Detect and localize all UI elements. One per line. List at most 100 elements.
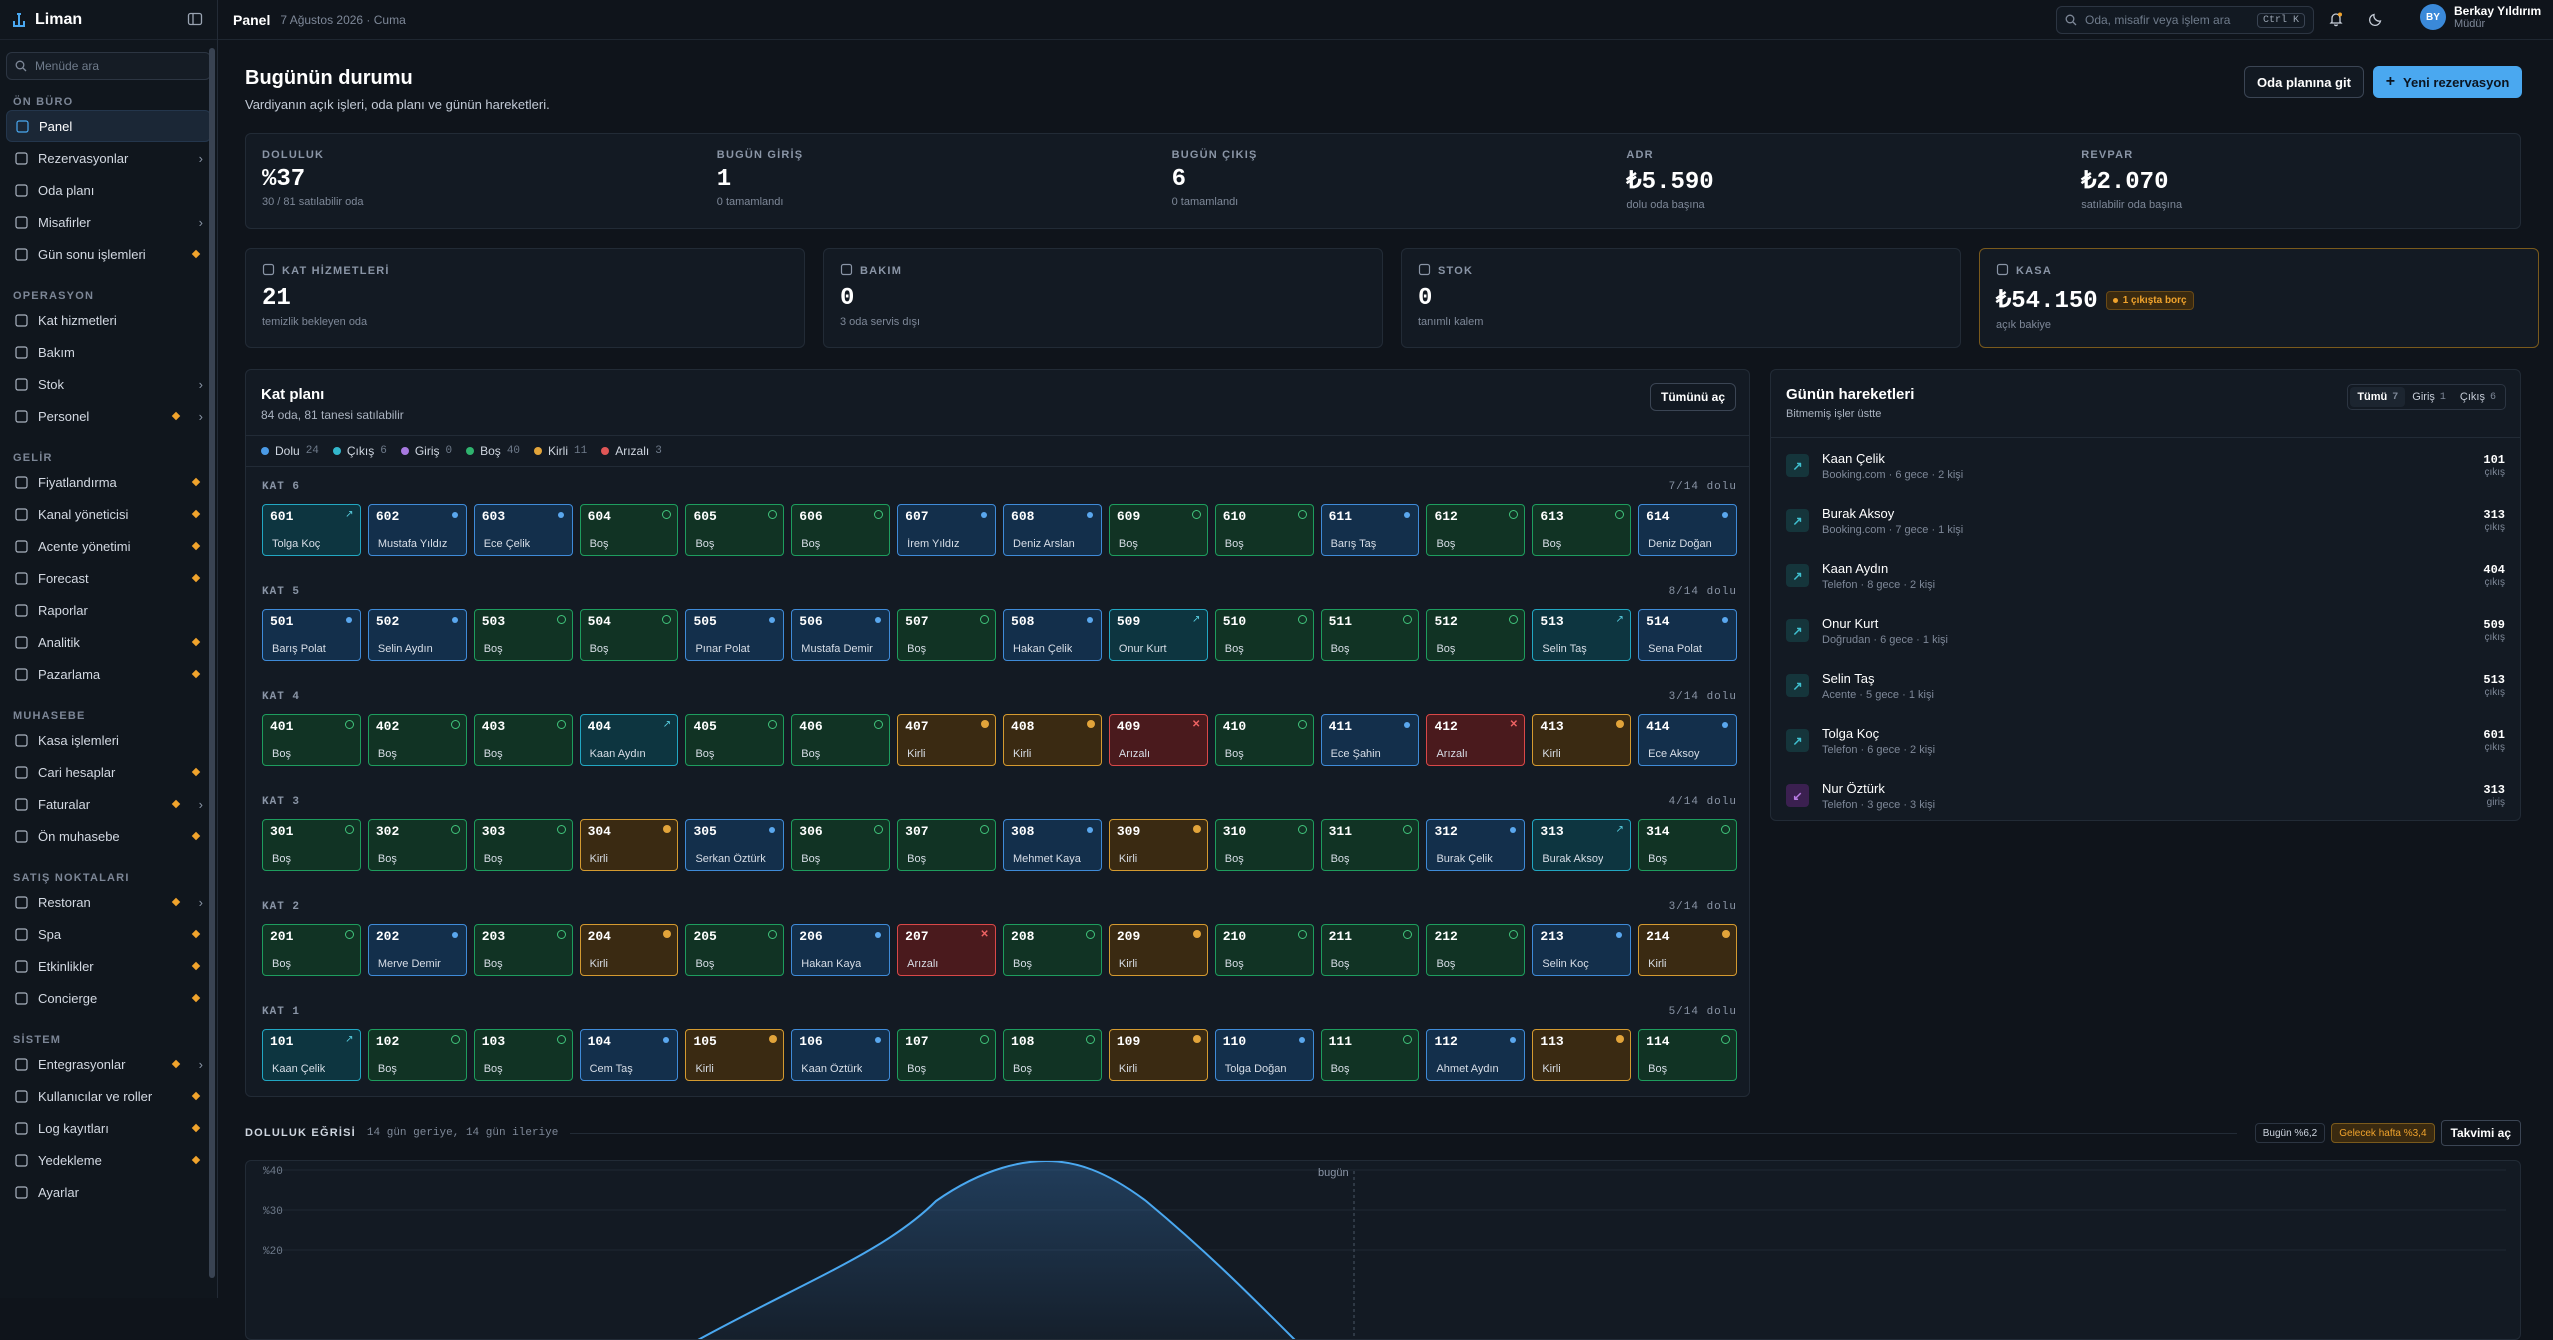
sidebar-item-gear[interactable]: Ayarlar [6,1176,211,1208]
room-card[interactable]: 107 Boş [897,1029,997,1081]
room-card[interactable]: 510 Boş [1214,609,1314,661]
room-card[interactable]: 210 Boş [1214,924,1314,976]
room-card[interactable]: 201 Boş [262,924,361,976]
room-card[interactable]: 205 Boş [685,924,785,976]
housekeeping-card[interactable]: KAT HİZMETLERİ 21 temizlik bekleyen oda [245,248,805,348]
sidebar-item-list[interactable]: Log kayıtları [6,1112,211,1144]
maintenance-card[interactable]: BAKIM 0 3 oda servis dışı [823,248,1383,348]
sidebar-item-trend[interactable]: Forecast [6,562,211,594]
room-card[interactable]: 104 Cem Taş [579,1029,679,1081]
room-card[interactable]: 202 Merve Demir [367,924,467,976]
room-card[interactable]: 106 Kaan Öztürk [791,1029,891,1081]
room-card[interactable]: 314 Boş [1638,819,1738,871]
tab-checkout[interactable]: Çıkış 6 [2453,387,2503,407]
sidebar-item-grid[interactable]: Panel [6,110,211,142]
open-all-button[interactable]: Tümünü aç [1650,383,1736,411]
movement-row[interactable]: ↗ Burak Aksoy Booking.com · 7 gece · 1 kiş… [1771,493,2520,548]
room-card[interactable]: 410 Boş [1214,714,1314,766]
room-card[interactable]: 609 Boş [1108,504,1208,556]
room-card[interactable]: 605 Boş [685,504,785,556]
room-card[interactable]: 308 Mehmet Kaya [1003,819,1102,871]
room-card[interactable]: 211 Boş [1320,924,1420,976]
room-card[interactable]: 307 Boş [897,819,997,871]
room-card[interactable]: 109 Kirli [1108,1029,1208,1081]
room-card[interactable]: 503 Boş [473,609,573,661]
moon-icon[interactable] [2368,11,2386,29]
room-card[interactable]: 505 Pınar Polat [685,609,785,661]
room-card[interactable]: 101 ↗ Kaan Çelik [262,1029,361,1081]
room-card[interactable]: 402 Boş [367,714,467,766]
room-card[interactable]: 105 Kirli [685,1029,785,1081]
sidebar-item-broom[interactable]: Kat hizmetleri [6,304,211,336]
sidebar-item-plug[interactable]: Entegrasyonlar › [6,1048,211,1080]
sidebar-item-moon[interactable]: Gün sonu işlemleri [6,238,211,270]
sidebar-item-ticket[interactable]: Etkinlikler [6,950,211,982]
room-card[interactable]: 412 ✕ Arızalı [1426,714,1526,766]
menu-search-input[interactable]: Menüde ara [6,52,211,80]
movement-row[interactable]: ↙ Nur Öztürk Telefon · 3 gece · 3 kişi 313 g… [1771,768,2520,823]
movement-row[interactable]: ↗ Kaan Çelik Booking.com · 6 gece · 2 kişi… [1771,438,2520,493]
sidebar-item-megaphone[interactable]: Pazarlama [6,658,211,690]
sidebar-item-fork[interactable]: Restoran › [6,886,211,918]
room-card[interactable]: 607 İrem Yıldız [897,504,997,556]
sidebar-item-users[interactable]: Misafirler › [6,206,211,238]
movement-row[interactable]: ↗ Kaan Aydın Telefon · 8 gece · 2 kişi 404 ç… [1771,548,2520,603]
sidebar-item-spa[interactable]: Spa [6,918,211,950]
sidebar-item-map[interactable]: Oda planı [6,174,211,206]
sidebar-item-wrench[interactable]: Bakım [6,336,211,368]
room-card[interactable]: 411 Ece Şahin [1320,714,1420,766]
room-card[interactable]: 212 Boş [1426,924,1526,976]
sidebar-item-book[interactable]: Cari hesaplar [6,756,211,788]
collapse-sidebar-icon[interactable] [187,11,205,29]
room-card[interactable]: 601 ↗ Tolga Koç [262,504,361,556]
cash-card[interactable]: KASA ₺54.150 1 çıkışta borç açık bakiye [1979,248,2539,348]
sidebar-item-share[interactable]: Kanal yöneticisi [6,498,211,530]
room-card[interactable]: 501 Barış Polat [262,609,361,661]
room-card[interactable]: 114 Boş [1638,1029,1738,1081]
room-card[interactable]: 209 Kirli [1108,924,1208,976]
room-card[interactable]: 303 Boş [473,819,573,871]
bell-icon[interactable] [2328,11,2346,29]
room-card[interactable]: 606 Boş [791,504,891,556]
room-card[interactable]: 305 Serkan Öztürk [685,819,785,871]
room-card[interactable]: 213 Selin Koç [1532,924,1632,976]
movement-row[interactable]: ↗ Onur Kurt Doğrudan · 6 gece · 1 kişi 509 ç… [1771,603,2520,658]
room-card[interactable]: 602 Mustafa Yıldız [367,504,467,556]
room-card[interactable]: 611 Barış Taş [1320,504,1420,556]
room-card[interactable]: 302 Boş [367,819,467,871]
room-card[interactable]: 502 Selin Aydın [367,609,467,661]
room-card[interactable]: 309 Kirli [1108,819,1208,871]
room-card[interactable]: 407 Kirli [897,714,997,766]
room-card[interactable]: 405 Boş [685,714,785,766]
sidebar-item-calendar[interactable]: Rezervasyonlar › [6,142,211,174]
room-card[interactable]: 103 Boş [473,1029,573,1081]
room-card[interactable]: 603 Ece Çelik [473,504,573,556]
movement-row[interactable]: ↗ Selin Taş Acente · 5 gece · 1 kişi 513 çık… [1771,658,2520,713]
room-card[interactable]: 406 Boş [791,714,891,766]
sidebar-item-chart[interactable]: Raporlar [6,594,211,626]
room-card[interactable]: 401 Boş [262,714,361,766]
room-card[interactable]: 511 Boş [1320,609,1420,661]
room-card[interactable]: 413 Kirli [1532,714,1632,766]
room-card[interactable]: 604 Boş [579,504,679,556]
sidebar-item-file[interactable]: Faturalar › [6,788,211,820]
movement-row[interactable]: ↗ Tolga Koç Telefon · 6 gece · 2 kişi 601 çı… [1771,713,2520,768]
room-card[interactable]: 614 Deniz Doğan [1638,504,1738,556]
room-card[interactable]: 403 Boş [473,714,573,766]
sidebar-scrollbar[interactable] [209,48,215,1278]
room-card[interactable]: 404 ↗ Kaan Aydın [579,714,679,766]
open-calendar-button[interactable]: Takvimi aç [2440,1120,2521,1146]
room-card[interactable]: 312 Burak Çelik [1426,819,1526,871]
room-card[interactable]: 206 Hakan Kaya [791,924,891,976]
room-card[interactable]: 203 Boş [473,924,573,976]
room-card[interactable]: 306 Boş [791,819,891,871]
sidebar-item-tag[interactable]: Fiyatlandırma [6,466,211,498]
room-card[interactable]: 304 Kirli [579,819,679,871]
room-card[interactable]: 513 ↗ Selin Taş [1532,609,1632,661]
room-card[interactable]: 108 Boş [1003,1029,1102,1081]
sidebar-item-box[interactable]: Stok › [6,368,211,400]
room-card[interactable]: 110 Tolga Doğan [1214,1029,1314,1081]
room-card[interactable]: 514 Sena Polat [1638,609,1738,661]
room-card[interactable]: 102 Boş [367,1029,467,1081]
room-card[interactable]: 204 Kirli [579,924,679,976]
